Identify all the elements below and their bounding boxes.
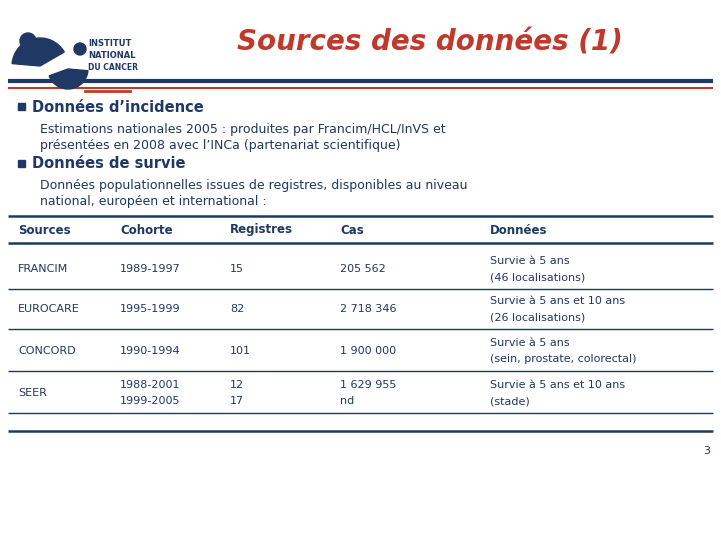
Text: 1 629 955: 1 629 955: [340, 380, 397, 390]
Text: CONCORD: CONCORD: [18, 346, 76, 356]
Text: 1988-2001: 1988-2001: [120, 380, 180, 390]
Text: Estimations nationales 2005 : produites par Francim/HCL/InVS et: Estimations nationales 2005 : produites …: [40, 122, 446, 135]
Text: Données d’incidence: Données d’incidence: [32, 100, 204, 115]
Text: 12: 12: [230, 380, 244, 390]
Wedge shape: [49, 69, 88, 89]
Text: 2 718 346: 2 718 346: [340, 304, 397, 314]
Text: (stade): (stade): [490, 396, 530, 406]
Text: présentées en 2008 avec l’INCa (partenariat scientifique): présentées en 2008 avec l’INCa (partenar…: [40, 138, 400, 151]
Text: Cas: Cas: [340, 223, 364, 236]
Text: Données de survie: Données de survie: [32, 156, 185, 171]
Text: national, européen et international :: national, européen et international :: [40, 195, 267, 208]
Text: Cohorte: Cohorte: [120, 223, 172, 236]
Text: nd: nd: [340, 396, 354, 406]
Text: 82: 82: [230, 304, 244, 314]
Text: DU CANCER: DU CANCER: [88, 63, 138, 71]
Text: 1 900 000: 1 900 000: [340, 346, 396, 356]
Text: 15: 15: [230, 264, 244, 274]
Text: Données populationnelles issues de registres, disponibles au niveau: Données populationnelles issues de regis…: [40, 180, 467, 193]
Text: Survie à 5 ans et 10 ans: Survie à 5 ans et 10 ans: [490, 380, 625, 390]
Circle shape: [74, 43, 86, 55]
Text: FRANCIM: FRANCIM: [18, 264, 68, 274]
Text: (26 localisations): (26 localisations): [490, 312, 585, 322]
Text: 17: 17: [230, 396, 244, 406]
Text: INSTITUT: INSTITUT: [88, 38, 131, 48]
Text: 1989-1997: 1989-1997: [120, 264, 181, 274]
Text: Sources des données (1): Sources des données (1): [237, 29, 623, 57]
Text: EUROCARE: EUROCARE: [18, 304, 80, 314]
Text: NATIONAL: NATIONAL: [88, 50, 136, 60]
Text: Données: Données: [490, 223, 547, 236]
Text: 1999-2005: 1999-2005: [120, 396, 180, 406]
Text: Survie à 5 ans: Survie à 5 ans: [490, 338, 570, 348]
Text: SEER: SEER: [18, 388, 47, 398]
Text: (sein, prostate, colorectal): (sein, prostate, colorectal): [490, 354, 637, 364]
Text: Registres: Registres: [230, 223, 293, 236]
Text: Sources: Sources: [18, 223, 71, 236]
Wedge shape: [12, 38, 64, 66]
Bar: [18, 160, 25, 167]
Text: 3: 3: [703, 446, 710, 456]
Text: 205 562: 205 562: [340, 264, 386, 274]
Text: 101: 101: [230, 346, 251, 356]
Circle shape: [20, 33, 36, 49]
Text: Survie à 5 ans: Survie à 5 ans: [490, 256, 570, 266]
Bar: [18, 103, 25, 110]
Text: Survie à 5 ans et 10 ans: Survie à 5 ans et 10 ans: [490, 296, 625, 306]
Text: (46 localisations): (46 localisations): [490, 272, 585, 282]
Text: 1990-1994: 1990-1994: [120, 346, 181, 356]
Text: 1995-1999: 1995-1999: [120, 304, 181, 314]
